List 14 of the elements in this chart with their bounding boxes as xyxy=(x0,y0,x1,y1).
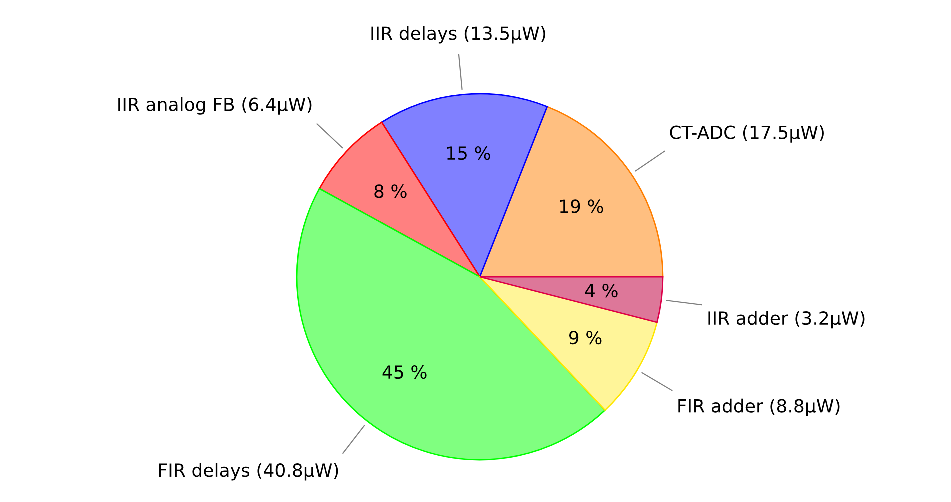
data-label: 19 % xyxy=(560,200,604,214)
slice-label: FIR delays (40.8μW) xyxy=(159,463,338,481)
slice-label: IIR analog FB (6.4μW) xyxy=(118,97,312,115)
slice-label: IIR adder (3.2μW) xyxy=(708,311,865,329)
slice-label: IIR delays (13.5μW) xyxy=(372,26,546,44)
slice-label: CT-ADC (17.5μW) xyxy=(670,125,824,143)
data-label: 9 % xyxy=(569,330,602,345)
pie-slice xyxy=(479,276,664,324)
data-label: 45 % xyxy=(382,365,427,380)
data-label: 8 % xyxy=(374,184,407,198)
slice-label: FIR adder (8.8μW) xyxy=(678,398,840,416)
data-label: 15 % xyxy=(448,146,490,160)
pie-slice xyxy=(479,276,658,412)
data-label: 4 % xyxy=(585,284,618,298)
